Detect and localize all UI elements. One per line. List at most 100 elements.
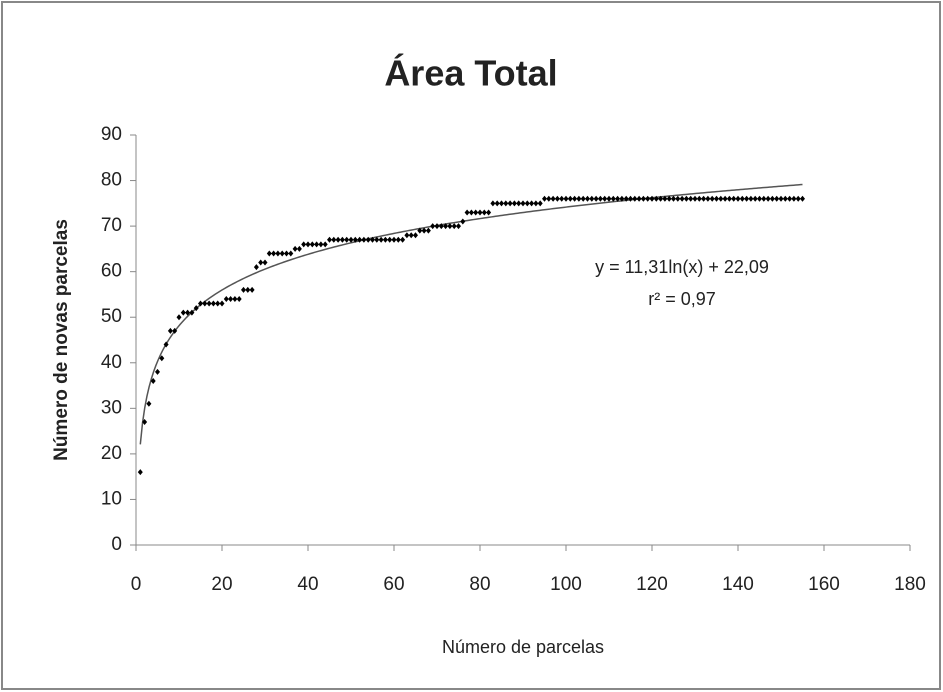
point: [404, 232, 410, 239]
point: [619, 195, 625, 202]
y-tick-label: 70: [101, 215, 122, 236]
point: [232, 296, 238, 302]
point: [748, 195, 754, 202]
point: [542, 195, 547, 202]
point: [468, 209, 474, 216]
point: [503, 200, 509, 207]
point: [464, 209, 470, 216]
point: [683, 195, 689, 202]
y-axis-label: Número de novas parcelas: [51, 219, 72, 461]
point: [782, 195, 788, 202]
point: [516, 200, 522, 207]
y-tick-label: 10: [101, 488, 122, 509]
point: [576, 195, 582, 202]
point: [163, 341, 169, 348]
point: [430, 223, 436, 230]
point: [752, 195, 758, 202]
point: [266, 250, 272, 257]
point: [408, 232, 414, 239]
point: [787, 195, 793, 202]
point: [331, 236, 337, 243]
point: [305, 241, 311, 248]
point: [413, 232, 418, 239]
x-tick-label: 0: [131, 574, 142, 595]
point: [219, 300, 225, 307]
point: [223, 296, 229, 302]
point: [791, 195, 797, 202]
point: [348, 236, 354, 243]
y-tick-label: 60: [101, 261, 122, 282]
x-tick-label: 140: [722, 574, 754, 595]
point: [593, 195, 599, 202]
point: [623, 195, 629, 202]
point: [662, 195, 668, 202]
point: [155, 368, 160, 375]
point: [352, 236, 358, 243]
point: [318, 241, 324, 248]
y-tick-label: 0: [111, 534, 122, 555]
chart-title: Área Total: [384, 53, 557, 94]
point: [481, 209, 487, 216]
point: [228, 296, 234, 302]
point: [417, 227, 423, 234]
point: [262, 259, 268, 266]
point: [606, 195, 612, 202]
point: [236, 296, 242, 302]
point: [374, 236, 380, 243]
point: [378, 236, 384, 243]
point: [486, 209, 492, 216]
point: [434, 223, 440, 230]
x-tick-label: 100: [550, 574, 582, 595]
point: [610, 195, 616, 202]
point: [494, 200, 500, 207]
point: [675, 195, 681, 202]
point: [559, 195, 565, 202]
point: [438, 223, 444, 230]
trendline: [139, 183, 803, 445]
point: [314, 241, 320, 248]
point: [206, 300, 212, 307]
point: [774, 195, 780, 202]
point: [253, 264, 259, 271]
y-tick-label: 30: [101, 397, 122, 418]
point: [653, 195, 659, 202]
point: [554, 195, 560, 202]
point: [490, 200, 496, 207]
point: [533, 200, 539, 207]
point: [761, 195, 767, 202]
point: [563, 195, 569, 202]
point: [524, 200, 530, 207]
point: [572, 195, 578, 202]
point: [722, 195, 728, 202]
x-tick-label: 40: [297, 574, 318, 595]
point: [718, 195, 724, 202]
point: [640, 195, 646, 202]
point: [585, 195, 590, 202]
point: [589, 195, 595, 202]
point: [146, 400, 152, 407]
point: [679, 195, 685, 202]
point: [705, 195, 711, 202]
point: [271, 250, 277, 257]
point: [275, 250, 281, 257]
point: [628, 195, 633, 202]
point: [344, 236, 350, 243]
y-tick-label: 80: [101, 170, 122, 191]
point: [447, 223, 453, 230]
point: [241, 286, 246, 293]
point: [649, 195, 655, 202]
point: [395, 236, 401, 243]
point: [387, 236, 393, 243]
trend-r2: r² = 0,97: [648, 289, 716, 309]
point: [671, 195, 676, 202]
x-axis-label: Número de parcelas: [442, 637, 604, 657]
point: [339, 236, 345, 243]
point: [800, 195, 805, 202]
point: [167, 327, 173, 334]
point: [210, 300, 216, 307]
point: [279, 250, 285, 257]
point: [172, 327, 178, 334]
point: [215, 300, 221, 307]
point: [645, 195, 651, 202]
